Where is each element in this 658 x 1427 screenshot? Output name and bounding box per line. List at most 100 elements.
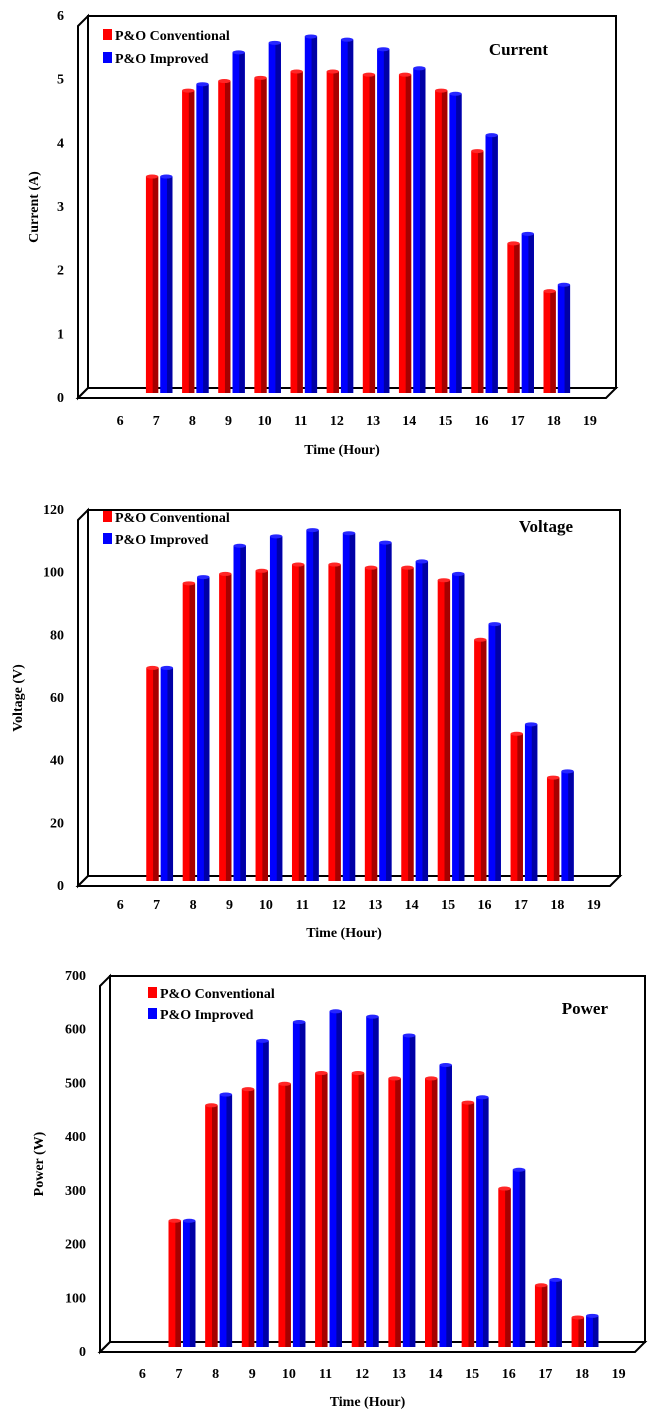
bar-shadow: [517, 733, 523, 881]
x-tick-label: 10: [258, 414, 272, 429]
bar-cap: [425, 1076, 438, 1081]
bar-shadow: [477, 151, 484, 393]
bar-shadow: [564, 284, 571, 393]
legend-label: P&O Conventional: [115, 511, 230, 526]
x-tick-label: 7: [153, 414, 160, 429]
bar-shadow: [358, 1073, 365, 1347]
bar-cap: [304, 34, 318, 39]
bar-shadow: [226, 1094, 233, 1347]
y-tick-label: 100: [65, 1291, 86, 1306]
bar-shadow: [528, 233, 534, 393]
bar-shadow: [419, 68, 426, 394]
bar-cap: [219, 1092, 233, 1097]
bar-cap: [329, 1009, 342, 1014]
bar-cap: [145, 174, 159, 179]
bar-shadow: [514, 243, 520, 393]
bar-cap: [561, 769, 574, 774]
bar-shadow: [166, 176, 173, 393]
y-tick-label: 0: [57, 391, 64, 406]
x-tick-label: 9: [226, 898, 233, 913]
bar-cap: [534, 1283, 548, 1288]
x-tick-label: 19: [612, 1367, 626, 1382]
bar-shadow: [553, 777, 560, 881]
x-tick-label: 10: [259, 898, 273, 913]
bar-cap: [507, 241, 520, 246]
x-tick-label: 16: [478, 898, 492, 913]
bar-shadow: [299, 1022, 306, 1347]
y-axis-title: Current (A): [27, 171, 42, 243]
x-tick-label: 16: [475, 414, 489, 429]
x-axis-title: Time (Hour): [304, 443, 380, 458]
bar-cap: [290, 69, 303, 74]
legend-label: P&O Conventional: [160, 987, 275, 1002]
y-tick-label: 300: [65, 1184, 86, 1199]
bar-cap: [488, 622, 501, 627]
y-tick-label: 4: [57, 136, 64, 151]
bar-shadow: [492, 135, 498, 393]
bar-cap: [362, 72, 376, 77]
bar-cap: [241, 1087, 255, 1092]
bar-shadow: [531, 724, 538, 881]
y-tick-label: 80: [50, 628, 64, 643]
bar-cap: [340, 37, 354, 42]
x-tick-label: 13: [392, 1367, 406, 1382]
legend-label: P&O Conventional: [115, 29, 230, 44]
y-tick-label: 6: [57, 9, 64, 24]
bar-shadow: [568, 771, 574, 881]
bar-shadow: [189, 1220, 196, 1347]
bar-cap: [512, 1167, 526, 1172]
bar-shadow: [321, 1073, 328, 1347]
bar-cap: [474, 637, 487, 642]
bar-shadow: [578, 1317, 585, 1347]
x-tick-label: 12: [332, 898, 346, 913]
y-tick-label: 0: [57, 879, 64, 894]
bar-shadow: [203, 84, 209, 393]
y-tick-label: 20: [50, 816, 64, 831]
x-tick-label: 8: [190, 898, 197, 913]
bar-cap: [366, 1014, 379, 1019]
x-tick-label: 12: [355, 1367, 369, 1382]
y-tick-label: 5: [57, 73, 64, 88]
x-tick-label: 11: [294, 414, 307, 429]
bar-shadow: [556, 1279, 562, 1347]
bar-shadow: [152, 176, 159, 393]
bar-shadow: [408, 567, 414, 881]
bar-cap: [160, 174, 173, 179]
y-tick-label: 40: [50, 754, 64, 769]
x-tick-label: 18: [547, 414, 561, 429]
y-axis-title: Voltage (V): [11, 664, 26, 732]
bar-shadow: [482, 1097, 489, 1347]
bar-shadow: [409, 1035, 416, 1347]
bar-shadow: [441, 90, 448, 393]
x-tick-label: 14: [402, 414, 416, 429]
plot-side-wall: [77, 507, 89, 889]
bar-shadow: [592, 1315, 599, 1347]
bar-cap: [342, 531, 356, 536]
bar-shadow: [431, 1078, 438, 1347]
bar-shadow: [275, 42, 281, 393]
bar-shadow: [175, 1220, 181, 1347]
legend-swatch: [148, 1008, 157, 1019]
x-tick-label: 14: [405, 898, 419, 913]
bar-shadow: [298, 564, 305, 881]
x-tick-label: 8: [212, 1367, 219, 1382]
chart-title: Current: [489, 40, 549, 59]
bar-cap: [182, 88, 195, 93]
bar-shadow: [383, 49, 390, 393]
bar-cap: [351, 1071, 365, 1076]
bar-shadow: [446, 1065, 452, 1347]
x-tick-label: 14: [428, 1367, 442, 1382]
y-tick-label: 400: [65, 1130, 86, 1145]
bar-shadow: [386, 542, 392, 881]
bar-shadow: [550, 291, 556, 393]
bar-cap: [476, 1095, 489, 1100]
bar-shadow: [519, 1169, 526, 1347]
bar-shadow: [480, 639, 487, 881]
chart-title: Voltage: [519, 517, 574, 536]
legend-swatch: [103, 29, 112, 40]
x-tick-label: 7: [153, 898, 160, 913]
x-tick-label: 19: [583, 414, 597, 429]
bar-cap: [364, 565, 378, 570]
bar-shadow: [313, 530, 319, 881]
bar-cap: [182, 1218, 196, 1223]
